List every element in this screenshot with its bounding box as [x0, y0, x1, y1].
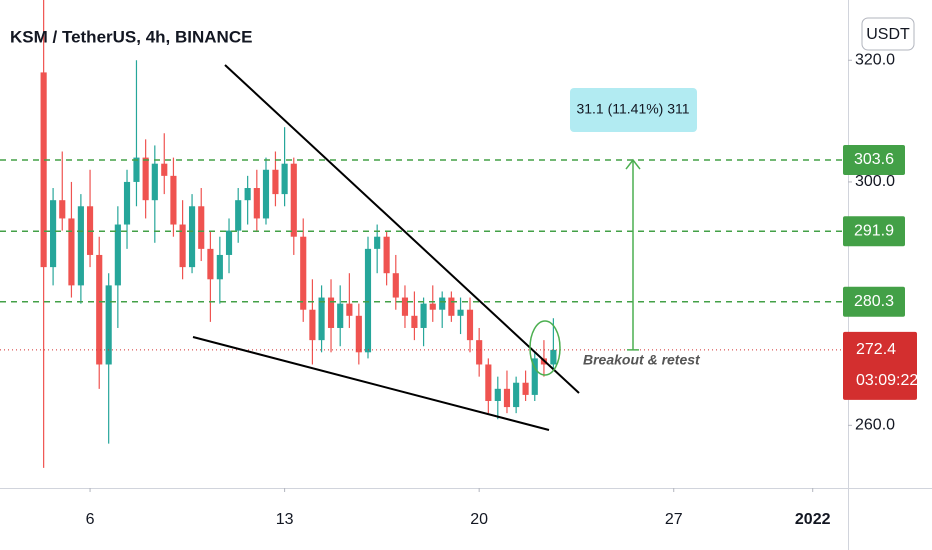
candle-body — [59, 200, 66, 219]
candle-body — [161, 163, 168, 176]
candle-body — [429, 303, 436, 310]
axis-layer: 320.0 300.0 260.0 6 13 20 27 2022 303.6 291.9 280.… — [86, 51, 919, 528]
price-label: 272.4 — [856, 341, 896, 358]
lower-trend-line — [192, 336, 550, 431]
candle-body — [235, 200, 242, 231]
candle-body — [457, 309, 464, 316]
candle-body — [179, 224, 186, 268]
measure-label: 31.1 (11.41%) 311 — [576, 101, 689, 117]
candle-body — [374, 236, 381, 249]
candle-body — [133, 157, 140, 182]
upper-trend-line — [224, 64, 580, 394]
candle-body — [142, 157, 149, 201]
candle-body — [50, 200, 57, 268]
chart-title: KSM / TetherUS, 4h, BINANCE — [10, 27, 252, 46]
level-label-box — [843, 286, 905, 317]
price-label-box — [843, 331, 917, 400]
candle-body — [244, 188, 251, 201]
level-label: 291.9 — [854, 222, 894, 239]
candle-body — [225, 230, 233, 255]
candle-body — [188, 206, 196, 268]
candle-body — [411, 315, 418, 328]
candle-body — [476, 340, 483, 365]
candle-body — [77, 206, 84, 286]
candle-body — [300, 236, 307, 310]
candle-body — [337, 303, 344, 328]
y-tick-label: 300.0 — [855, 173, 895, 190]
candle-body — [216, 254, 223, 280]
x-tick-label: 20 — [470, 511, 488, 528]
candle-body — [272, 169, 279, 195]
y-tick-label: 260.0 — [855, 417, 895, 434]
candle-body — [531, 358, 538, 395]
measure-arrow-head — [625, 158, 641, 170]
level-label-box — [843, 216, 905, 247]
candle-body — [253, 188, 260, 219]
countdown-label: 03:09:22 — [856, 372, 918, 389]
candle-body — [503, 388, 511, 408]
candle-body — [40, 72, 47, 268]
candle-body — [207, 248, 214, 280]
candle-body — [96, 254, 103, 365]
candle-body — [123, 181, 131, 225]
candle-body — [68, 218, 75, 286]
candle-body — [290, 163, 297, 237]
candle-body — [392, 273, 399, 298]
candle-body — [281, 163, 288, 195]
candle-body — [401, 297, 409, 316]
candle-body — [318, 297, 325, 341]
candle-body — [448, 297, 455, 316]
x-tick-label: 2022 — [795, 511, 831, 528]
candle-body — [513, 382, 520, 408]
candle-body — [309, 309, 316, 341]
level-label-box — [843, 145, 905, 176]
x-tick-label: 27 — [665, 511, 683, 528]
candle-body — [346, 303, 353, 316]
level-label: 303.6 — [854, 151, 894, 168]
candle-body — [114, 224, 121, 286]
candle-body — [170, 175, 177, 225]
currency-button[interactable] — [861, 17, 915, 51]
candle-body — [355, 315, 362, 353]
measure-box — [570, 88, 697, 132]
candle-body — [522, 382, 529, 395]
retest-circle — [529, 320, 561, 376]
plot-area — [0, 0, 848, 468]
annotation: Breakout & retest — [583, 352, 701, 368]
candle-body — [494, 388, 501, 401]
x-tick-label: 6 — [86, 511, 95, 528]
level-label: 280.3 — [854, 293, 894, 310]
candle-body — [198, 206, 205, 249]
candle-body — [151, 163, 158, 201]
candle-body — [466, 309, 474, 341]
candle-body — [420, 303, 427, 328]
candle-body — [550, 349, 557, 365]
candle-body — [327, 297, 335, 328]
candle-body — [485, 364, 492, 401]
candle-body — [364, 248, 372, 353]
candle-body — [383, 236, 390, 274]
candle-body — [105, 285, 112, 365]
currency-label[interactable]: USDT — [866, 26, 910, 43]
y-tick-label: 320.0 — [855, 51, 895, 68]
x-tick-label: 13 — [276, 511, 294, 528]
candle-body — [262, 169, 270, 219]
candle-body — [439, 297, 446, 310]
